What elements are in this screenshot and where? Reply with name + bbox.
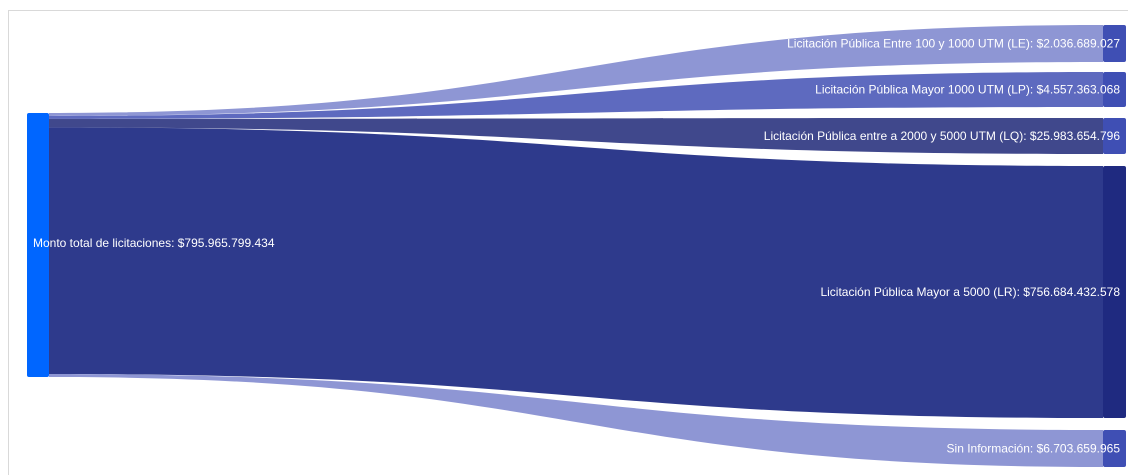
sankey-link-2[interactable] (49, 118, 1103, 154)
target-node-3[interactable] (1103, 166, 1126, 418)
sankey-link-3[interactable] (49, 127, 1103, 418)
sankey-link-0[interactable] (49, 25, 1103, 116)
target-node-label-lr: Licitación Pública Mayor a 5000 (LR): $7… (820, 285, 1120, 299)
target-node-label-lp: Licitación Pública Mayor 1000 UTM (LP): … (815, 83, 1120, 97)
target-node-label-le: Licitación Pública Entre 100 y 1000 UTM … (787, 37, 1120, 51)
target-node-0[interactable] (1103, 25, 1126, 62)
target-node-1[interactable] (1103, 72, 1126, 107)
sankey-link-1[interactable] (49, 72, 1103, 119)
sankey-links (49, 25, 1103, 467)
target-node-label-sin-informacion: Sin Información: $6.703.659.965 (947, 442, 1121, 456)
sankey-nodes (27, 25, 1126, 467)
sankey-labels: Monto total de licitaciones: $795.965.79… (33, 37, 1120, 456)
target-node-2[interactable] (1103, 118, 1126, 154)
target-node-4[interactable] (1103, 430, 1126, 467)
source-node-label: Monto total de licitaciones: $795.965.79… (33, 236, 275, 250)
target-node-label-lq: Licitación Pública entre a 2000 y 5000 U… (764, 129, 1121, 143)
sankey-link-4[interactable] (49, 374, 1103, 467)
chart-frame (8, 10, 1128, 475)
source-node[interactable] (27, 113, 49, 377)
